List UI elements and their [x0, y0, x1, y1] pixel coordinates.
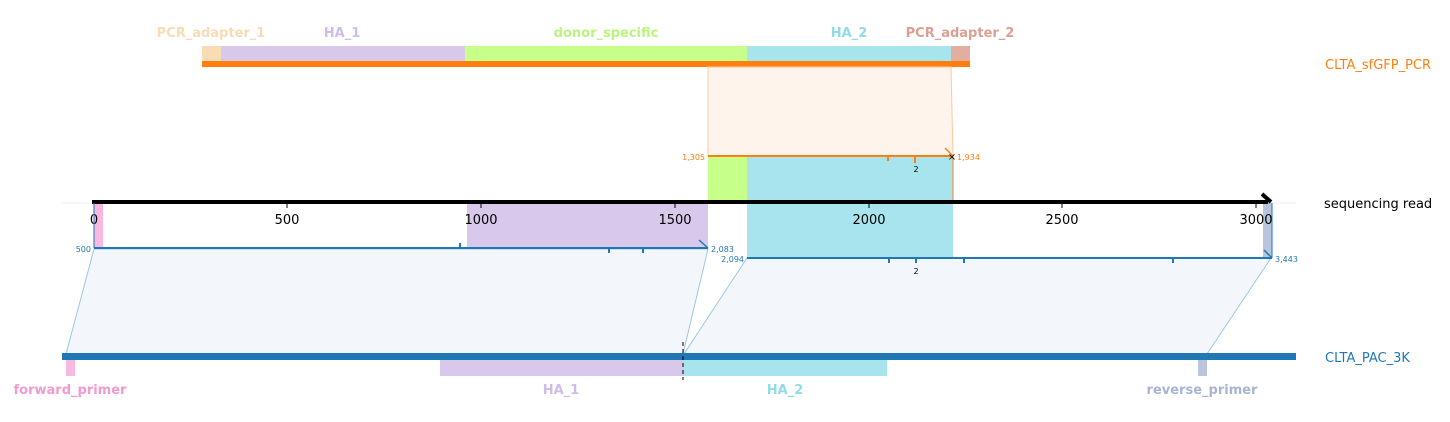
- forward-primer-block: [66, 358, 75, 376]
- ref-left-start: 500: [76, 245, 91, 254]
- ref-right-arrow: [1263, 249, 1273, 259]
- tick-label-1500: 1500: [658, 213, 691, 228]
- reverse-primer-block: [1198, 358, 1207, 376]
- pcr-track-label: CLTA_sfGFP_PCR: [1325, 58, 1431, 73]
- ref-left-arrow: [698, 239, 709, 249]
- pcr-alignment-projection: [707, 66, 954, 157]
- ref-right-end: 3,443: [1275, 255, 1298, 264]
- ref-left-projection: [65, 248, 709, 355]
- pcr-adapter-1-label: PCR_adapter_1: [157, 26, 266, 41]
- ref-track-label: CLTA_PAC_3K: [1325, 351, 1410, 366]
- read-track-label: sequencing read: [1324, 197, 1432, 212]
- ref-track: forward_primer HA_1 HA_2 reverse_primer …: [14, 342, 1410, 398]
- read-forward-primer-region: [94, 203, 103, 248]
- pcr-track: PCR_adapter_1 HA_1 donor_specific HA_2 P…: [157, 26, 1431, 73]
- ref-right-projection: [683, 257, 1272, 355]
- ha-2-top-label: HA_2: [831, 26, 868, 41]
- pcr-track-line: [202, 61, 970, 67]
- ha-1-top-block: [221, 46, 465, 62]
- tick-label-2500: 2500: [1045, 213, 1078, 228]
- reverse-primer-label: reverse_primer: [1147, 383, 1259, 398]
- pcr-mismatch-count: 2: [913, 165, 918, 174]
- read-axis-arrowhead: [1260, 192, 1273, 204]
- pcr-alignment-end-mark: ×: [948, 152, 956, 163]
- ref-right-start: 2,094: [721, 255, 744, 264]
- tick-label-500: 500: [275, 213, 300, 228]
- ha-1-bottom-block: [440, 358, 684, 376]
- pcr-read-donor-overlay: [708, 157, 747, 202]
- ref-track-line: [62, 353, 1296, 360]
- tick-label-2000: 2000: [852, 213, 885, 228]
- ha-1-top-label: HA_1: [324, 26, 361, 41]
- pcr-adapter-1-block: [202, 46, 221, 62]
- pcr-adapter-2-block: [951, 46, 970, 62]
- pcr-alignment-arrow: [944, 147, 954, 157]
- read-track: 0 500 1000 1500 2000 2500 3000 sequencin…: [62, 192, 1432, 258]
- pcr-alignment-start: 1,305: [682, 153, 705, 162]
- donor-specific-label: donor_specific: [554, 26, 659, 41]
- pcr-read-ha-2-overlay: [747, 157, 953, 202]
- ref-alignment-left: 500 2,083: [65, 203, 734, 355]
- read-reverse-primer-region: [1263, 203, 1272, 258]
- pcr-alignment: × 1,305 1,934 2: [682, 66, 980, 202]
- read-ha-1-region: [467, 203, 708, 248]
- ha-1-bottom-label: HA_1: [543, 383, 580, 398]
- read-ha-2-region: [747, 203, 953, 258]
- tick-label-1000: 1000: [464, 213, 497, 228]
- ha-2-bottom-label: HA_2: [767, 383, 804, 398]
- donor-specific-block: [465, 46, 747, 62]
- ha-2-bottom-block: [684, 358, 887, 376]
- tick-label-3000: 3000: [1239, 213, 1272, 228]
- forward-primer-label: forward_primer: [14, 383, 128, 398]
- ha-2-top-block: [747, 46, 951, 62]
- pcr-adapter-2-label: PCR_adapter_2: [906, 26, 1015, 41]
- pcr-alignment-end: 1,934: [957, 153, 980, 162]
- ref-left-end: 2,083: [711, 245, 734, 254]
- ref-right-mismatch-count: 2: [913, 267, 918, 276]
